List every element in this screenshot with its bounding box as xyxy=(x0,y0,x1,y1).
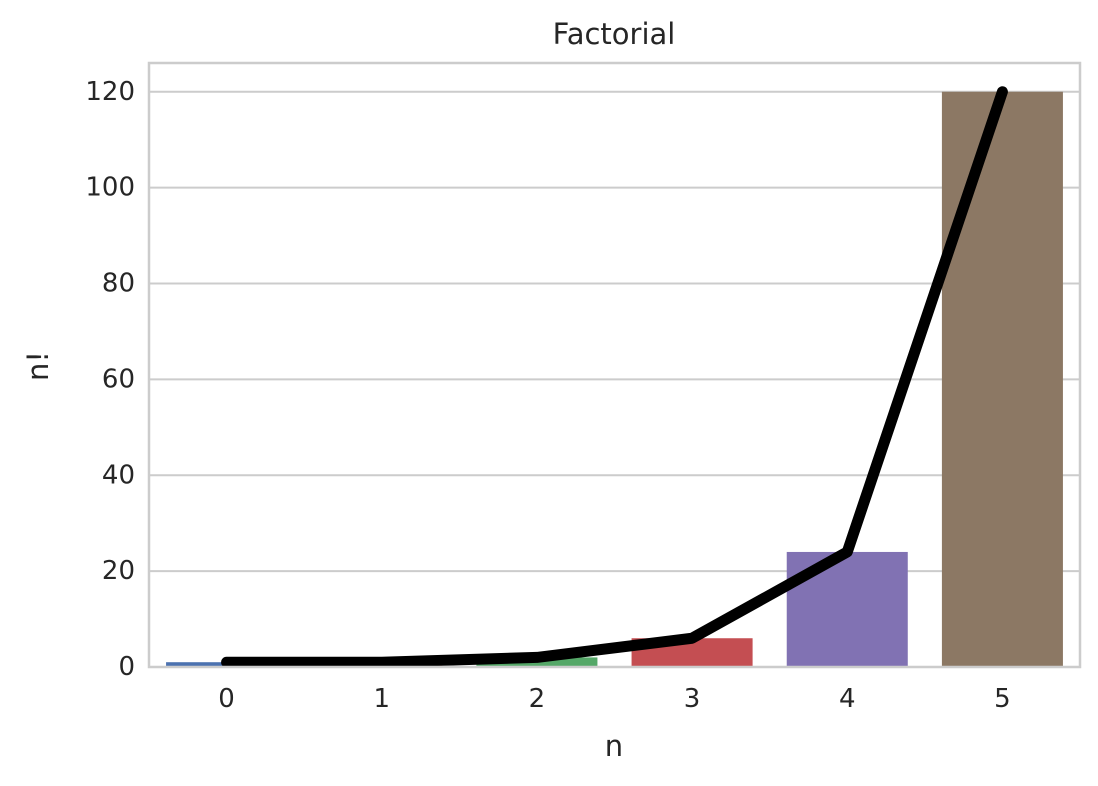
y-tick-label: 0 xyxy=(118,652,135,682)
bar-5 xyxy=(941,91,1063,667)
y-tick-labels: 0 20 40 60 80 100 120 xyxy=(85,77,135,682)
y-axis-label: n! xyxy=(21,351,55,381)
y-tick-label: 120 xyxy=(85,77,135,107)
x-tick-label: 4 xyxy=(839,684,856,714)
x-tick-label: 3 xyxy=(684,684,701,714)
gridlines xyxy=(149,90,1080,668)
x-tick-label: 1 xyxy=(373,684,390,714)
axes-frame xyxy=(147,61,1082,669)
x-axis-label: n xyxy=(605,729,623,763)
line-series xyxy=(221,86,1008,668)
y-tick-label: 20 xyxy=(102,556,135,586)
plot-border xyxy=(147,61,1082,669)
x-tick-label: 0 xyxy=(218,684,235,714)
bar-4 xyxy=(786,551,908,667)
y-tick-label: 100 xyxy=(85,173,135,203)
factorial-line xyxy=(221,86,1008,668)
y-tick-label: 40 xyxy=(102,460,135,490)
y-tick-label: 60 xyxy=(102,364,135,394)
x-tick-label: 5 xyxy=(994,684,1011,714)
x-tick-labels: 0 1 2 3 4 5 xyxy=(218,684,1010,714)
y-tick-label: 80 xyxy=(102,269,135,299)
chart-title: Factorial xyxy=(553,17,676,51)
x-tick-label: 2 xyxy=(529,684,546,714)
